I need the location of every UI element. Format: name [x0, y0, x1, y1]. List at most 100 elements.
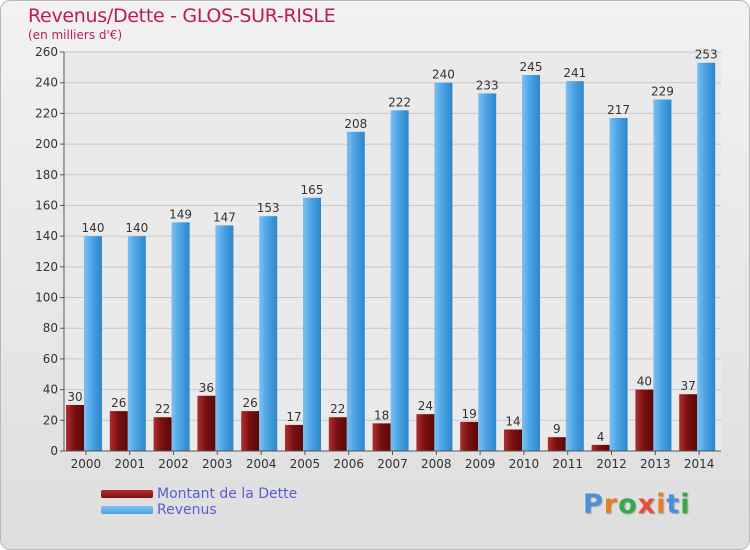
- x-tick-label: 2000: [71, 457, 102, 471]
- x-tick-label: 2009: [465, 457, 496, 471]
- x-tick-label: 2001: [114, 457, 145, 471]
- x-tick-label: 2005: [290, 457, 321, 471]
- data-label-debt: 9: [553, 422, 561, 436]
- bar-revenue: [84, 236, 102, 451]
- data-label-debt: 17: [286, 410, 301, 424]
- data-label-debt: 4: [597, 430, 605, 444]
- data-label-debt: 36: [199, 381, 214, 395]
- data-label-debt: 26: [243, 396, 258, 410]
- proxiti-logo: Proxiti: [583, 489, 691, 520]
- x-tick-label: 2010: [509, 457, 540, 471]
- bar-revenue: [215, 225, 234, 451]
- y-tick-label: 40: [43, 383, 58, 397]
- logo-letter: i: [656, 489, 667, 520]
- x-tick-label: 2011: [552, 457, 583, 471]
- data-label-revenue: 240: [432, 68, 455, 82]
- bar-revenue: [127, 236, 146, 451]
- x-tick-label: 2002: [158, 457, 189, 471]
- legend-label-debt: Montant de la Dette: [157, 486, 298, 502]
- bar-revenue: [259, 216, 278, 451]
- bar-debt: [635, 389, 654, 451]
- data-label-debt: 22: [155, 402, 170, 416]
- legend-swatch-debt: [101, 490, 153, 498]
- bar-revenue: [478, 93, 497, 451]
- bar-revenue: [697, 62, 716, 451]
- logo-letter: x: [637, 489, 657, 520]
- data-label-revenue: 208: [344, 117, 367, 131]
- bar-debt: [109, 411, 128, 451]
- y-tick-label: 0: [50, 444, 58, 458]
- data-label-revenue: 140: [82, 221, 105, 235]
- chart-title: Revenus/Dette - GLOS-SUR-RISLE: [28, 5, 336, 27]
- bar-revenue: [390, 110, 409, 452]
- bar-debt: [460, 421, 479, 451]
- bar-revenue: [346, 131, 365, 452]
- y-tick-label: 200: [35, 137, 58, 151]
- bar-debt: [547, 437, 566, 451]
- data-label-debt: 40: [637, 375, 652, 389]
- bar-revenue: [303, 197, 321, 451]
- bar-revenue: [653, 99, 672, 452]
- data-label-revenue: 140: [125, 221, 148, 235]
- x-tick-label: 2007: [377, 457, 408, 471]
- bar-debt: [679, 394, 698, 451]
- y-tick-label: 220: [35, 106, 58, 120]
- y-tick-label: 20: [43, 413, 58, 427]
- bar-revenue: [171, 222, 190, 451]
- x-tick-label: 2003: [202, 457, 233, 471]
- bar-chart: 3014026140221493614726153171652220818222…: [35, 45, 721, 471]
- x-tick-label: 2014: [684, 457, 715, 471]
- bar-debt: [241, 411, 260, 451]
- x-tick-label: 2004: [246, 457, 277, 471]
- bar-debt: [372, 423, 391, 451]
- data-label-revenue: 245: [520, 60, 543, 74]
- x-tick-label: 2012: [596, 457, 627, 471]
- data-label-debt: 18: [374, 408, 389, 422]
- logo-letter: o: [618, 489, 638, 520]
- data-label-revenue: 222: [388, 95, 411, 109]
- legend-swatch-revenue: [101, 506, 153, 514]
- legend-label-revenue: Revenus: [157, 502, 217, 518]
- data-label-debt: 22: [330, 402, 345, 416]
- y-tick-label: 100: [35, 291, 58, 305]
- y-tick-label: 60: [43, 352, 58, 366]
- logo-letter: t: [666, 489, 681, 520]
- bar-revenue: [522, 75, 540, 452]
- data-label-revenue: 147: [213, 210, 236, 224]
- data-label-debt: 24: [418, 399, 433, 413]
- bar-revenue: [609, 117, 628, 451]
- y-tick-label: 180: [35, 168, 58, 182]
- logo-letter: P: [583, 489, 604, 520]
- bar-debt: [285, 424, 303, 451]
- y-tick-label: 140: [35, 229, 58, 243]
- data-label-debt: 19: [462, 407, 477, 421]
- y-tick-label: 80: [43, 321, 58, 335]
- x-tick-label: 2006: [333, 457, 364, 471]
- logo-letter: r: [603, 489, 619, 520]
- bar-debt: [153, 417, 172, 451]
- data-label-revenue: 153: [257, 201, 280, 215]
- x-tick-label: 2008: [421, 457, 452, 471]
- y-tick-label: 160: [35, 198, 58, 212]
- bar-revenue: [434, 82, 453, 451]
- data-label-revenue: 229: [651, 85, 674, 99]
- data-label-debt: 26: [111, 396, 126, 410]
- data-label-revenue: 233: [476, 78, 499, 92]
- bar-debt: [416, 414, 435, 451]
- data-label-revenue: 253: [695, 48, 718, 62]
- y-tick-label: 260: [35, 45, 58, 59]
- logo-letter: i: [680, 489, 691, 520]
- bar-revenue: [565, 81, 584, 452]
- y-tick-label: 240: [35, 76, 58, 90]
- x-tick-label: 2013: [640, 457, 671, 471]
- bar-debt: [591, 444, 610, 451]
- y-tick-label: 120: [35, 260, 58, 274]
- data-label-debt: 14: [505, 415, 520, 429]
- data-label-debt: 37: [681, 379, 696, 393]
- bar-debt: [328, 417, 347, 451]
- chart-subtitle: (en milliers d'€): [28, 28, 123, 42]
- data-label-revenue: 149: [169, 207, 192, 221]
- bar-debt: [66, 404, 84, 451]
- bar-debt: [504, 429, 522, 451]
